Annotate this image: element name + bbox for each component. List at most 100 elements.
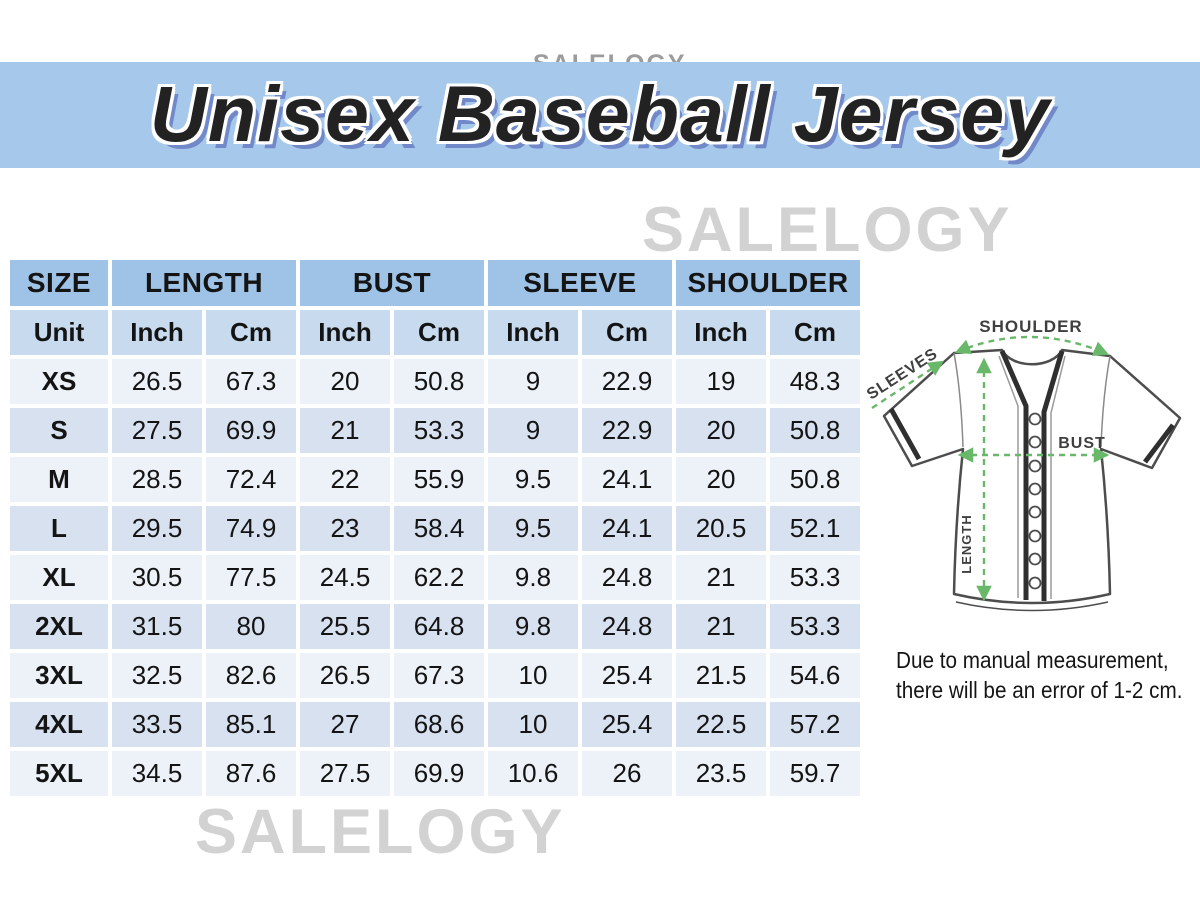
- header-shoulder: SHOULDER: [676, 260, 860, 306]
- jersey-buttons: [1028, 412, 1042, 590]
- value-cell: 85.1: [206, 702, 296, 747]
- watermark-middle: SALELOGY: [642, 195, 1013, 265]
- value-cell: 23.5: [676, 751, 766, 796]
- value-cell: 25.4: [582, 653, 672, 698]
- jersey-cuff-trim-right: [1143, 423, 1175, 464]
- shoulder-label: SHOULDER: [979, 317, 1082, 336]
- unit-header-row: Unit Inch Cm Inch Cm Inch Cm Inch Cm: [10, 310, 860, 355]
- header-size: SIZE: [10, 260, 108, 306]
- length-label: LENGTH: [959, 514, 974, 573]
- value-cell: 27.5: [112, 408, 202, 453]
- table-row: S 27.5 69.9 21 53.3 9 22.9 20 50.8: [10, 408, 860, 453]
- header-length: LENGTH: [112, 260, 296, 306]
- value-cell: 57.2: [770, 702, 860, 747]
- size-cell: 4XL: [10, 702, 108, 747]
- table-row: 3XL 32.5 82.6 26.5 67.3 10 25.4 21.5 54.6: [10, 653, 860, 698]
- value-cell: 10: [488, 702, 578, 747]
- jersey-armhole-right: [1100, 355, 1111, 448]
- value-cell: 20: [676, 457, 766, 502]
- value-cell: 20: [300, 359, 390, 404]
- unit-cell: Cm: [770, 310, 860, 355]
- value-cell: 53.3: [394, 408, 484, 453]
- value-cell: 28.5: [112, 457, 202, 502]
- size-chart-table: SIZE LENGTH BUST SLEEVE SHOULDER Unit In…: [6, 256, 864, 800]
- table-row: 5XL 34.5 87.6 27.5 69.9 10.6 26 23.5 59.7: [10, 751, 860, 796]
- shoulder-arrow: [954, 335, 1110, 356]
- value-cell: 69.9: [206, 408, 296, 453]
- unit-cell: Cm: [582, 310, 672, 355]
- value-cell: 26.5: [300, 653, 390, 698]
- value-cell: 33.5: [112, 702, 202, 747]
- value-cell: 50.8: [394, 359, 484, 404]
- table-row: L 29.5 74.9 23 58.4 9.5 24.1 20.5 52.1: [10, 506, 860, 551]
- jersey-placket-left-edge: [998, 355, 1019, 598]
- value-cell: 23: [300, 506, 390, 551]
- value-cell: 74.9: [206, 506, 296, 551]
- jersey-outline: [882, 348, 1182, 605]
- jersey-placket-right-edge: [1050, 355, 1066, 599]
- size-rows-body: XS 26.5 67.3 20 50.8 9 22.9 19 48.3 S 27.5 69.9 21 53…: [10, 359, 860, 796]
- jersey-piping-left: [999, 350, 1029, 600]
- measurement-arrows: [871, 335, 1110, 602]
- value-cell: 31.5: [112, 604, 202, 649]
- unit-cell: Inch: [676, 310, 766, 355]
- unit-cell: Cm: [394, 310, 484, 355]
- jersey-cuff-trim-left: [888, 407, 922, 461]
- table-row: M 28.5 72.4 22 55.9 9.5 24.1 20 50.8: [10, 457, 860, 502]
- watermark-bottom: SALELOGY: [195, 797, 566, 867]
- value-cell: 48.3: [770, 359, 860, 404]
- value-cell: 26.5: [112, 359, 202, 404]
- value-cell: 9: [488, 359, 578, 404]
- value-cell: 22: [300, 457, 390, 502]
- value-cell: 77.5: [206, 555, 296, 600]
- jersey-armhole-left: [953, 352, 964, 448]
- value-cell: 21.5: [676, 653, 766, 698]
- value-cell: 24.1: [582, 506, 672, 551]
- unit-cell: Inch: [488, 310, 578, 355]
- note-line-2: there will be an error of 1-2 cm.: [896, 677, 1183, 704]
- value-cell: 82.6: [206, 653, 296, 698]
- value-cell: 34.5: [112, 751, 202, 796]
- jersey-piping-right: [1041, 350, 1065, 601]
- value-cell: 64.8: [394, 604, 484, 649]
- size-cell: XL: [10, 555, 108, 600]
- title-banner: Unisex Baseball Jersey: [0, 62, 1200, 168]
- value-cell: 67.3: [206, 359, 296, 404]
- sleeves-arrow: [871, 360, 944, 410]
- group-header-row: SIZE LENGTH BUST SLEEVE SHOULDER: [10, 260, 860, 306]
- value-cell: 50.8: [770, 457, 860, 502]
- value-cell: 24.1: [582, 457, 672, 502]
- value-cell: 53.3: [770, 555, 860, 600]
- value-cell: 67.3: [394, 653, 484, 698]
- value-cell: 24.5: [300, 555, 390, 600]
- value-cell: 24.8: [582, 604, 672, 649]
- value-cell: 9.5: [488, 506, 578, 551]
- value-cell: 50.8: [770, 408, 860, 453]
- value-cell: 24.8: [582, 555, 672, 600]
- table-row: XL 30.5 77.5 24.5 62.2 9.8 24.8 21 53.3: [10, 555, 860, 600]
- value-cell: 22.9: [582, 408, 672, 453]
- value-cell: 53.3: [770, 604, 860, 649]
- size-cell: 5XL: [10, 751, 108, 796]
- value-cell: 62.2: [394, 555, 484, 600]
- value-cell: 54.6: [770, 653, 860, 698]
- value-cell: 26: [582, 751, 672, 796]
- value-cell: 9.8: [488, 555, 578, 600]
- header-sleeve: SLEEVE: [488, 260, 672, 306]
- value-cell: 30.5: [112, 555, 202, 600]
- value-cell: 19: [676, 359, 766, 404]
- value-cell: 58.4: [394, 506, 484, 551]
- value-cell: 69.9: [394, 751, 484, 796]
- value-cell: 9.8: [488, 604, 578, 649]
- unit-cell: Inch: [300, 310, 390, 355]
- table-row: 2XL 31.5 80 25.5 64.8 9.8 24.8 21 53.3: [10, 604, 860, 649]
- value-cell: 22.5: [676, 702, 766, 747]
- value-cell: 52.1: [770, 506, 860, 551]
- header-bust: BUST: [300, 260, 484, 306]
- value-cell: 22.9: [582, 359, 672, 404]
- value-cell: 27.5: [300, 751, 390, 796]
- unit-cell: Inch: [112, 310, 202, 355]
- size-cell: S: [10, 408, 108, 453]
- value-cell: 80: [206, 604, 296, 649]
